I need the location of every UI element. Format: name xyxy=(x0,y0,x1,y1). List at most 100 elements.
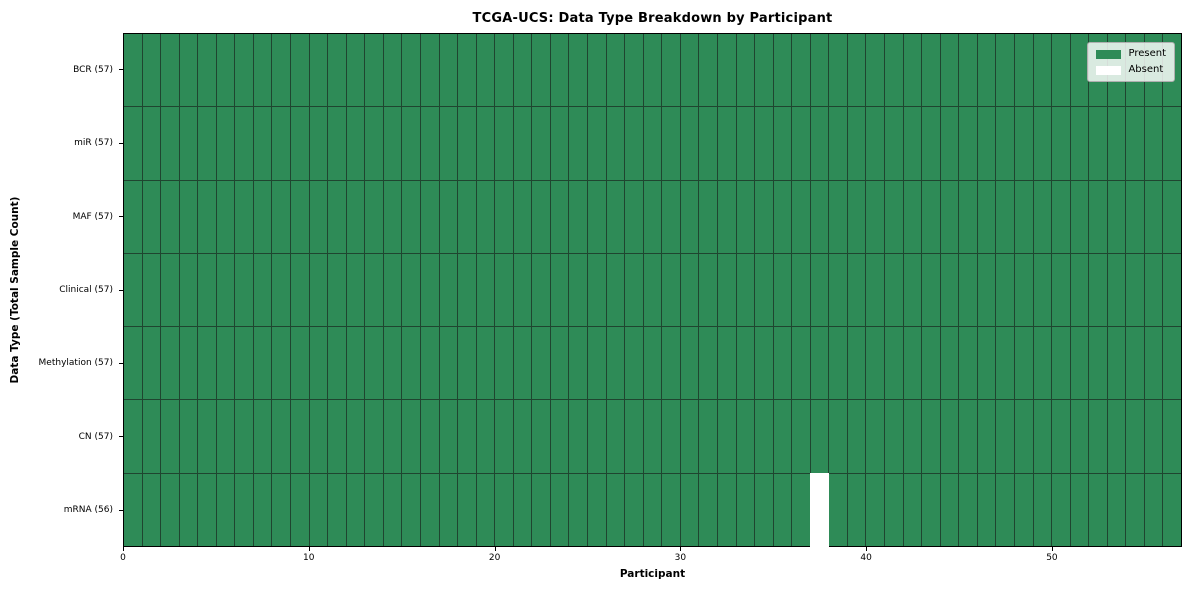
heatmap-cell-present xyxy=(1089,107,1107,180)
heatmap-cell-present xyxy=(903,253,922,327)
heatmap-cell-present xyxy=(885,327,903,400)
heatmap-cell-present xyxy=(847,327,866,400)
heatmap-cell-present xyxy=(235,253,253,327)
heatmap-cell-present xyxy=(1014,34,1033,107)
heatmap-cell-present xyxy=(588,180,606,253)
heatmap-cell-present xyxy=(216,327,235,400)
heatmap-cell-present xyxy=(513,473,532,546)
heatmap-cell-present xyxy=(773,253,792,327)
heatmap-cell-present xyxy=(977,253,996,327)
heatmap-cell-present xyxy=(198,400,216,473)
heatmap-cell-present xyxy=(216,253,235,327)
heatmap-cell-present xyxy=(885,34,903,107)
heatmap-cell-present xyxy=(420,107,439,180)
heatmap-cell-present xyxy=(161,107,179,180)
heatmap-cell-present xyxy=(1126,107,1144,180)
heatmap-cell-present xyxy=(439,34,458,107)
heatmap-cell-present xyxy=(717,180,736,253)
heatmap-cell-present xyxy=(402,34,420,107)
y-tick-mark xyxy=(119,509,123,511)
heatmap-cell-present xyxy=(717,253,736,327)
heatmap-cell-present xyxy=(1107,473,1126,546)
y-tick-label: miR (57) xyxy=(74,138,113,149)
heatmap-cell-present xyxy=(755,107,773,180)
heatmap-cell-present xyxy=(810,327,829,400)
heatmap-cell-present xyxy=(1163,107,1181,180)
heatmap-cell-present xyxy=(179,34,198,107)
heatmap-cell-present xyxy=(495,34,513,107)
heatmap-cell-present xyxy=(643,253,662,327)
heatmap-cell-present xyxy=(532,400,550,473)
heatmap-cell-present xyxy=(847,253,866,327)
heatmap-cell-present xyxy=(625,473,643,546)
heatmap-cell-present xyxy=(1070,107,1089,180)
heatmap-cell-present xyxy=(699,473,717,546)
heatmap-cell-present xyxy=(179,400,198,473)
heatmap-cell-present xyxy=(124,400,142,473)
heatmap-cell-present xyxy=(699,180,717,253)
heatmap-cell-present xyxy=(235,107,253,180)
heatmap-cell-present xyxy=(847,107,866,180)
heatmap-cell-present xyxy=(810,34,829,107)
heatmap-cell-present xyxy=(922,180,940,253)
heatmap-cell-present xyxy=(959,400,977,473)
heatmap-cell-present xyxy=(755,400,773,473)
heatmap-cell-present xyxy=(1033,253,1052,327)
heatmap-cell-present xyxy=(365,327,383,400)
heatmap-cell-present xyxy=(513,107,532,180)
heatmap-cell-present xyxy=(829,107,847,180)
heatmap-cell-present xyxy=(328,253,346,327)
heatmap-cell-present xyxy=(383,327,402,400)
heatmap-cell-present xyxy=(1070,180,1089,253)
heatmap-cell-present xyxy=(383,253,402,327)
heatmap-cell-present xyxy=(1070,327,1089,400)
heatmap-cell-present xyxy=(253,327,272,400)
heatmap-cell-present xyxy=(309,327,328,400)
heatmap-cell-present xyxy=(124,253,142,327)
heatmap-cell-present xyxy=(235,180,253,253)
heatmap-cell-present xyxy=(495,473,513,546)
heatmap-cell-present xyxy=(216,473,235,546)
heatmap-cell-present xyxy=(328,34,346,107)
heatmap-cell-present xyxy=(1144,400,1163,473)
heatmap-cell-present xyxy=(680,34,699,107)
heatmap-cell-present xyxy=(662,327,680,400)
heatmap-cell-present xyxy=(866,473,885,546)
heatmap-cell-present xyxy=(662,107,680,180)
heatmap-cell-present xyxy=(550,253,569,327)
heatmap-cell-present xyxy=(161,253,179,327)
heatmap-cell-present xyxy=(1014,327,1033,400)
heatmap-cell-present xyxy=(253,180,272,253)
heatmap-cell-present xyxy=(977,327,996,400)
heatmap-cell-present xyxy=(550,473,569,546)
heatmap-cell-present xyxy=(142,400,161,473)
y-tick-label: MAF (57) xyxy=(72,211,113,222)
heatmap-cell-present xyxy=(1070,473,1089,546)
heatmap-cell-present xyxy=(235,327,253,400)
heatmap-cell-present xyxy=(977,34,996,107)
heatmap-cell-present xyxy=(291,400,309,473)
heatmap-cell-present xyxy=(1070,34,1089,107)
heatmap-cell-present xyxy=(717,34,736,107)
heatmap-cell-present xyxy=(717,327,736,400)
heatmap-cell-present xyxy=(643,180,662,253)
heatmap-cell-present xyxy=(476,253,495,327)
heatmap-cell-present xyxy=(866,107,885,180)
heatmap-cell-present xyxy=(1107,107,1126,180)
y-axis: BCR (57) miR (57) MAF (57) Clinical (57) Met… xyxy=(0,33,123,547)
heatmap-cell-present xyxy=(142,253,161,327)
heatmap-cell-present xyxy=(253,400,272,473)
heatmap-cell-present xyxy=(161,34,179,107)
heatmap-cell-present xyxy=(866,253,885,327)
heatmap-cell-present xyxy=(458,34,476,107)
heatmap-cell-present xyxy=(755,180,773,253)
heatmap-cell-present xyxy=(662,180,680,253)
heatmap-cell-present xyxy=(996,253,1014,327)
heatmap-cell-present xyxy=(1033,327,1052,400)
heatmap-cell-present xyxy=(346,34,365,107)
heatmap-cell-present xyxy=(402,180,420,253)
heatmap-cell-present xyxy=(680,400,699,473)
heatmap-cell-present xyxy=(1014,473,1033,546)
heatmap-cell-present xyxy=(346,253,365,327)
